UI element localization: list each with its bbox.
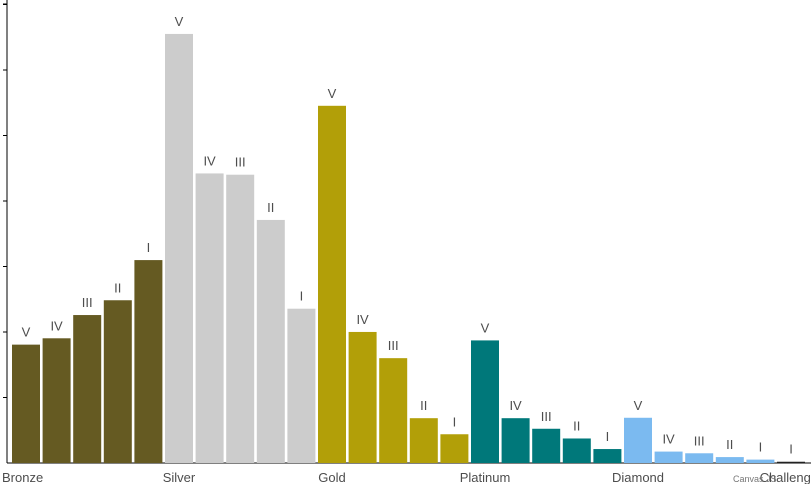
tier-label-platinum: Platinum [460, 470, 511, 484]
tier-label-diamond: Diamond [612, 470, 664, 484]
bar-label: II [573, 418, 580, 433]
bar-silver-v[interactable] [165, 33, 193, 464]
bar-label: II [267, 200, 274, 215]
tier-labels: Bronze Silver Gold Platinum Diamond Challenge… [2, 470, 811, 484]
bar-diamond-iii[interactable] [685, 453, 714, 463]
bar-label: V [175, 14, 184, 29]
bar-label: I [606, 429, 610, 444]
bar-platinum-v[interactable] [471, 340, 499, 463]
bar-diamond-i[interactable] [746, 459, 775, 463]
bar-platinum-iv[interactable] [501, 418, 530, 463]
bar-diamond-v[interactable] [624, 417, 652, 463]
bar-silver-iv[interactable] [195, 173, 224, 463]
bar-diamond-ii[interactable] [715, 457, 744, 463]
bar-platinum-iii[interactable] [532, 428, 561, 463]
bar-label: IV [203, 153, 216, 168]
bar-label: I [147, 240, 151, 255]
bar-label: II [726, 437, 733, 452]
bar-challenger-i[interactable] [777, 461, 805, 463]
bars [12, 33, 805, 464]
bar-silver-iii[interactable] [226, 174, 255, 464]
bar-gold-v[interactable] [318, 105, 346, 464]
bar-label: IV [50, 318, 63, 333]
bar-platinum-i[interactable] [593, 449, 622, 463]
bar-bronze-v[interactable] [12, 344, 40, 463]
bar-platinum-ii[interactable] [562, 438, 591, 463]
bar-label: I [759, 440, 763, 455]
bar-label: IV [662, 432, 675, 447]
tier-label-bronze: Bronze [2, 470, 43, 484]
bar-gold-iii[interactable] [379, 358, 408, 463]
bar-label: III [82, 295, 93, 310]
bar-label: I [789, 442, 793, 457]
bar-silver-i[interactable] [287, 308, 316, 463]
bar-bronze-iii[interactable] [73, 315, 102, 463]
bar-label: V [481, 320, 490, 335]
bar-label: V [328, 86, 337, 101]
bar-label: II [420, 398, 427, 413]
bar-bronze-ii[interactable] [103, 300, 132, 463]
bar-label: IV [356, 312, 369, 327]
bar-label: III [541, 409, 552, 424]
bar-gold-iv[interactable] [348, 331, 377, 463]
bar-label: IV [509, 398, 522, 413]
watermark: Canvas JS [733, 474, 777, 484]
tier-label-silver: Silver [163, 470, 196, 484]
bar-bronze-iv[interactable] [42, 338, 71, 463]
bar-label: V [634, 398, 643, 413]
tier-label-gold: Gold [318, 470, 345, 484]
bar-bronze-i[interactable] [134, 260, 163, 463]
bar-label: II [114, 280, 121, 295]
bar-gold-i[interactable] [440, 434, 469, 463]
bar-gold-ii[interactable] [409, 418, 438, 463]
bar-label: III [388, 338, 399, 353]
bar-label: III [235, 155, 246, 170]
bar-label: I [300, 289, 304, 304]
tier-label-challenger: Challenger [760, 470, 811, 484]
bar-diamond-iv[interactable] [654, 451, 683, 463]
bar-label: V [22, 325, 31, 340]
bar-label: I [453, 414, 457, 429]
bar-label: III [694, 433, 705, 448]
bar-silver-ii[interactable] [256, 219, 285, 463]
